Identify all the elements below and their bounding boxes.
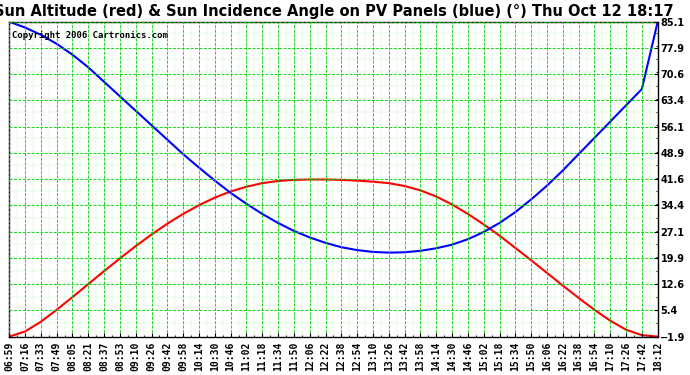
Text: Copyright 2006 Cartronics.com: Copyright 2006 Cartronics.com <box>12 31 168 40</box>
Title: Sun Altitude (red) & Sun Incidence Angle on PV Panels (blue) (°) Thu Oct 12 18:1: Sun Altitude (red) & Sun Incidence Angle… <box>0 4 673 19</box>
